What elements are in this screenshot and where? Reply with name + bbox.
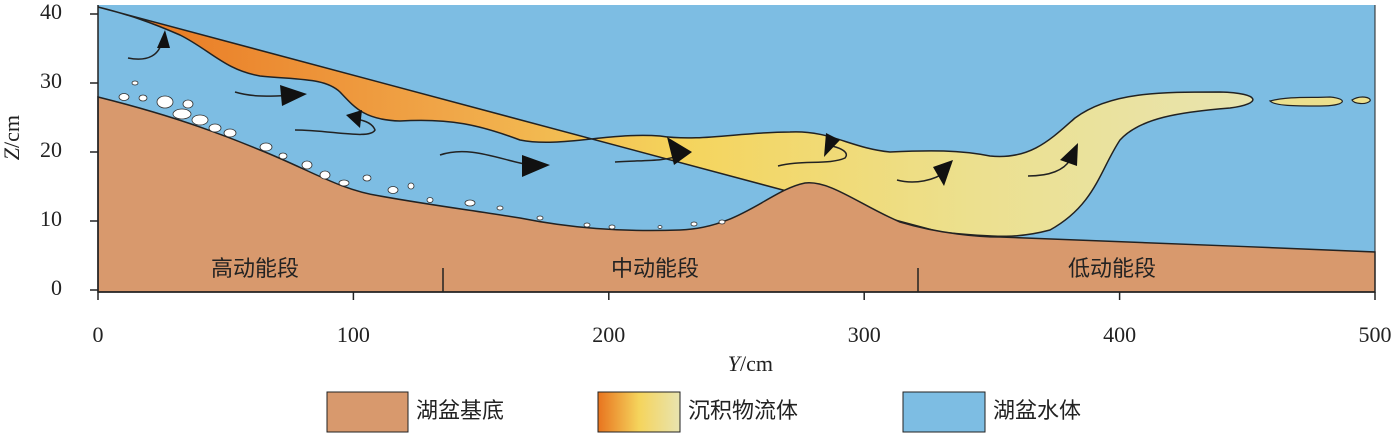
zone-label: 中动能段 [611,257,699,282]
y-tick-label: 0 [51,275,62,300]
x-axis-label-var: Y [728,351,743,376]
x-axis-label-unit: /cm [740,351,773,376]
sediment-blob [1268,96,1371,107]
x-tick-label: 0 [93,322,104,347]
legend-swatch [326,391,409,433]
y-axis-label-unit: /cm [0,115,24,148]
x-tick-label: 300 [848,322,881,347]
x-tick-label: 200 [592,322,625,347]
legend-label: 沉积物流体 [688,399,798,424]
y-tick-label: 30 [40,68,62,93]
y-axis-label-var: Z [0,147,24,160]
basin-base [97,96,1376,293]
legend-label: 湖盆水体 [993,399,1081,424]
sediment-flow [97,6,1254,238]
legend-swatch [902,391,986,433]
y-axis-label: Z /cm [0,115,24,160]
zone-label: 高动能段 [211,257,299,282]
x-tick-label: 500 [1359,322,1392,347]
y-tick-label: 20 [40,137,62,162]
flow-arrows [127,30,1078,186]
zone-dividers [442,268,919,292]
y-tick-label: 40 [40,0,62,24]
legend-label: 湖盆基底 [416,399,504,424]
legend-swatch [597,391,681,433]
x-tick-label: 100 [337,322,370,347]
pebbles [118,80,726,230]
y-tick-label: 10 [40,206,62,231]
zone-label: 低动能段 [1068,257,1156,282]
x-tick-label: 400 [1103,322,1136,347]
